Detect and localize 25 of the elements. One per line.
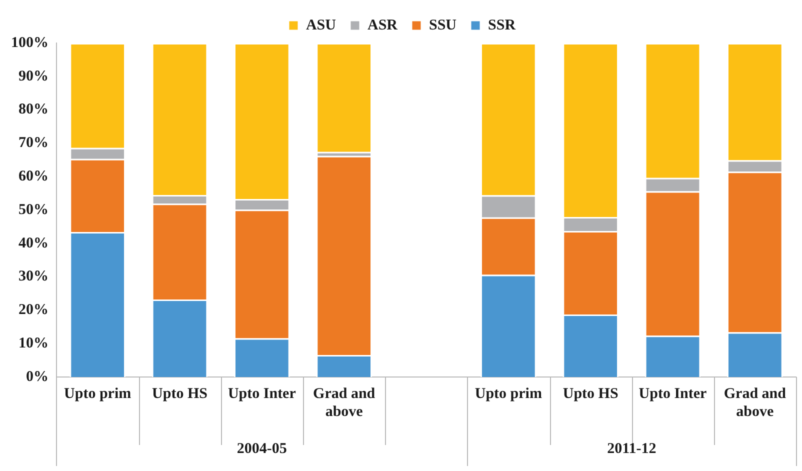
x-tick-label: Grad and above	[313, 386, 376, 420]
y-tick-label: 10%	[18, 335, 48, 352]
text: 2004-05	[236, 440, 287, 457]
x-tick-label: Upto prim	[64, 386, 132, 402]
y-tick-label: 100%	[11, 34, 48, 51]
x-tick-label: Upto Inter	[638, 386, 708, 402]
y-tick-label: 90%	[18, 68, 48, 84]
legend-label: SSU	[428, 17, 457, 34]
text: 2011-12	[607, 440, 656, 457]
y-tick-label: 80%	[18, 102, 48, 118]
y-tick-label: 0%	[26, 368, 48, 385]
legend-label: ASU	[306, 17, 336, 34]
y-tick-label: 30%	[18, 268, 48, 285]
x-tick-label: Upto Inter	[228, 386, 296, 402]
legend-label: SSR	[488, 17, 516, 34]
x-tick-label: Upto HS	[562, 386, 618, 402]
x-tick-label: Upto HS	[152, 386, 208, 402]
y-tick-label: 50%	[18, 202, 48, 218]
y-tick-label: 40%	[18, 235, 48, 252]
y-tick-label: 20%	[18, 302, 48, 318]
y-tick-label: 70%	[18, 135, 48, 152]
x-tick-label: Upto prim	[474, 386, 542, 402]
legend-label: ASR	[367, 17, 398, 34]
y-tick-label: 60%	[18, 168, 48, 184]
x-tick-label: Grad and above	[724, 386, 787, 420]
